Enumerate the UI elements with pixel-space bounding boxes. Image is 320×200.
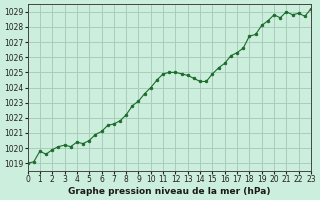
X-axis label: Graphe pression niveau de la mer (hPa): Graphe pression niveau de la mer (hPa) <box>68 187 270 196</box>
